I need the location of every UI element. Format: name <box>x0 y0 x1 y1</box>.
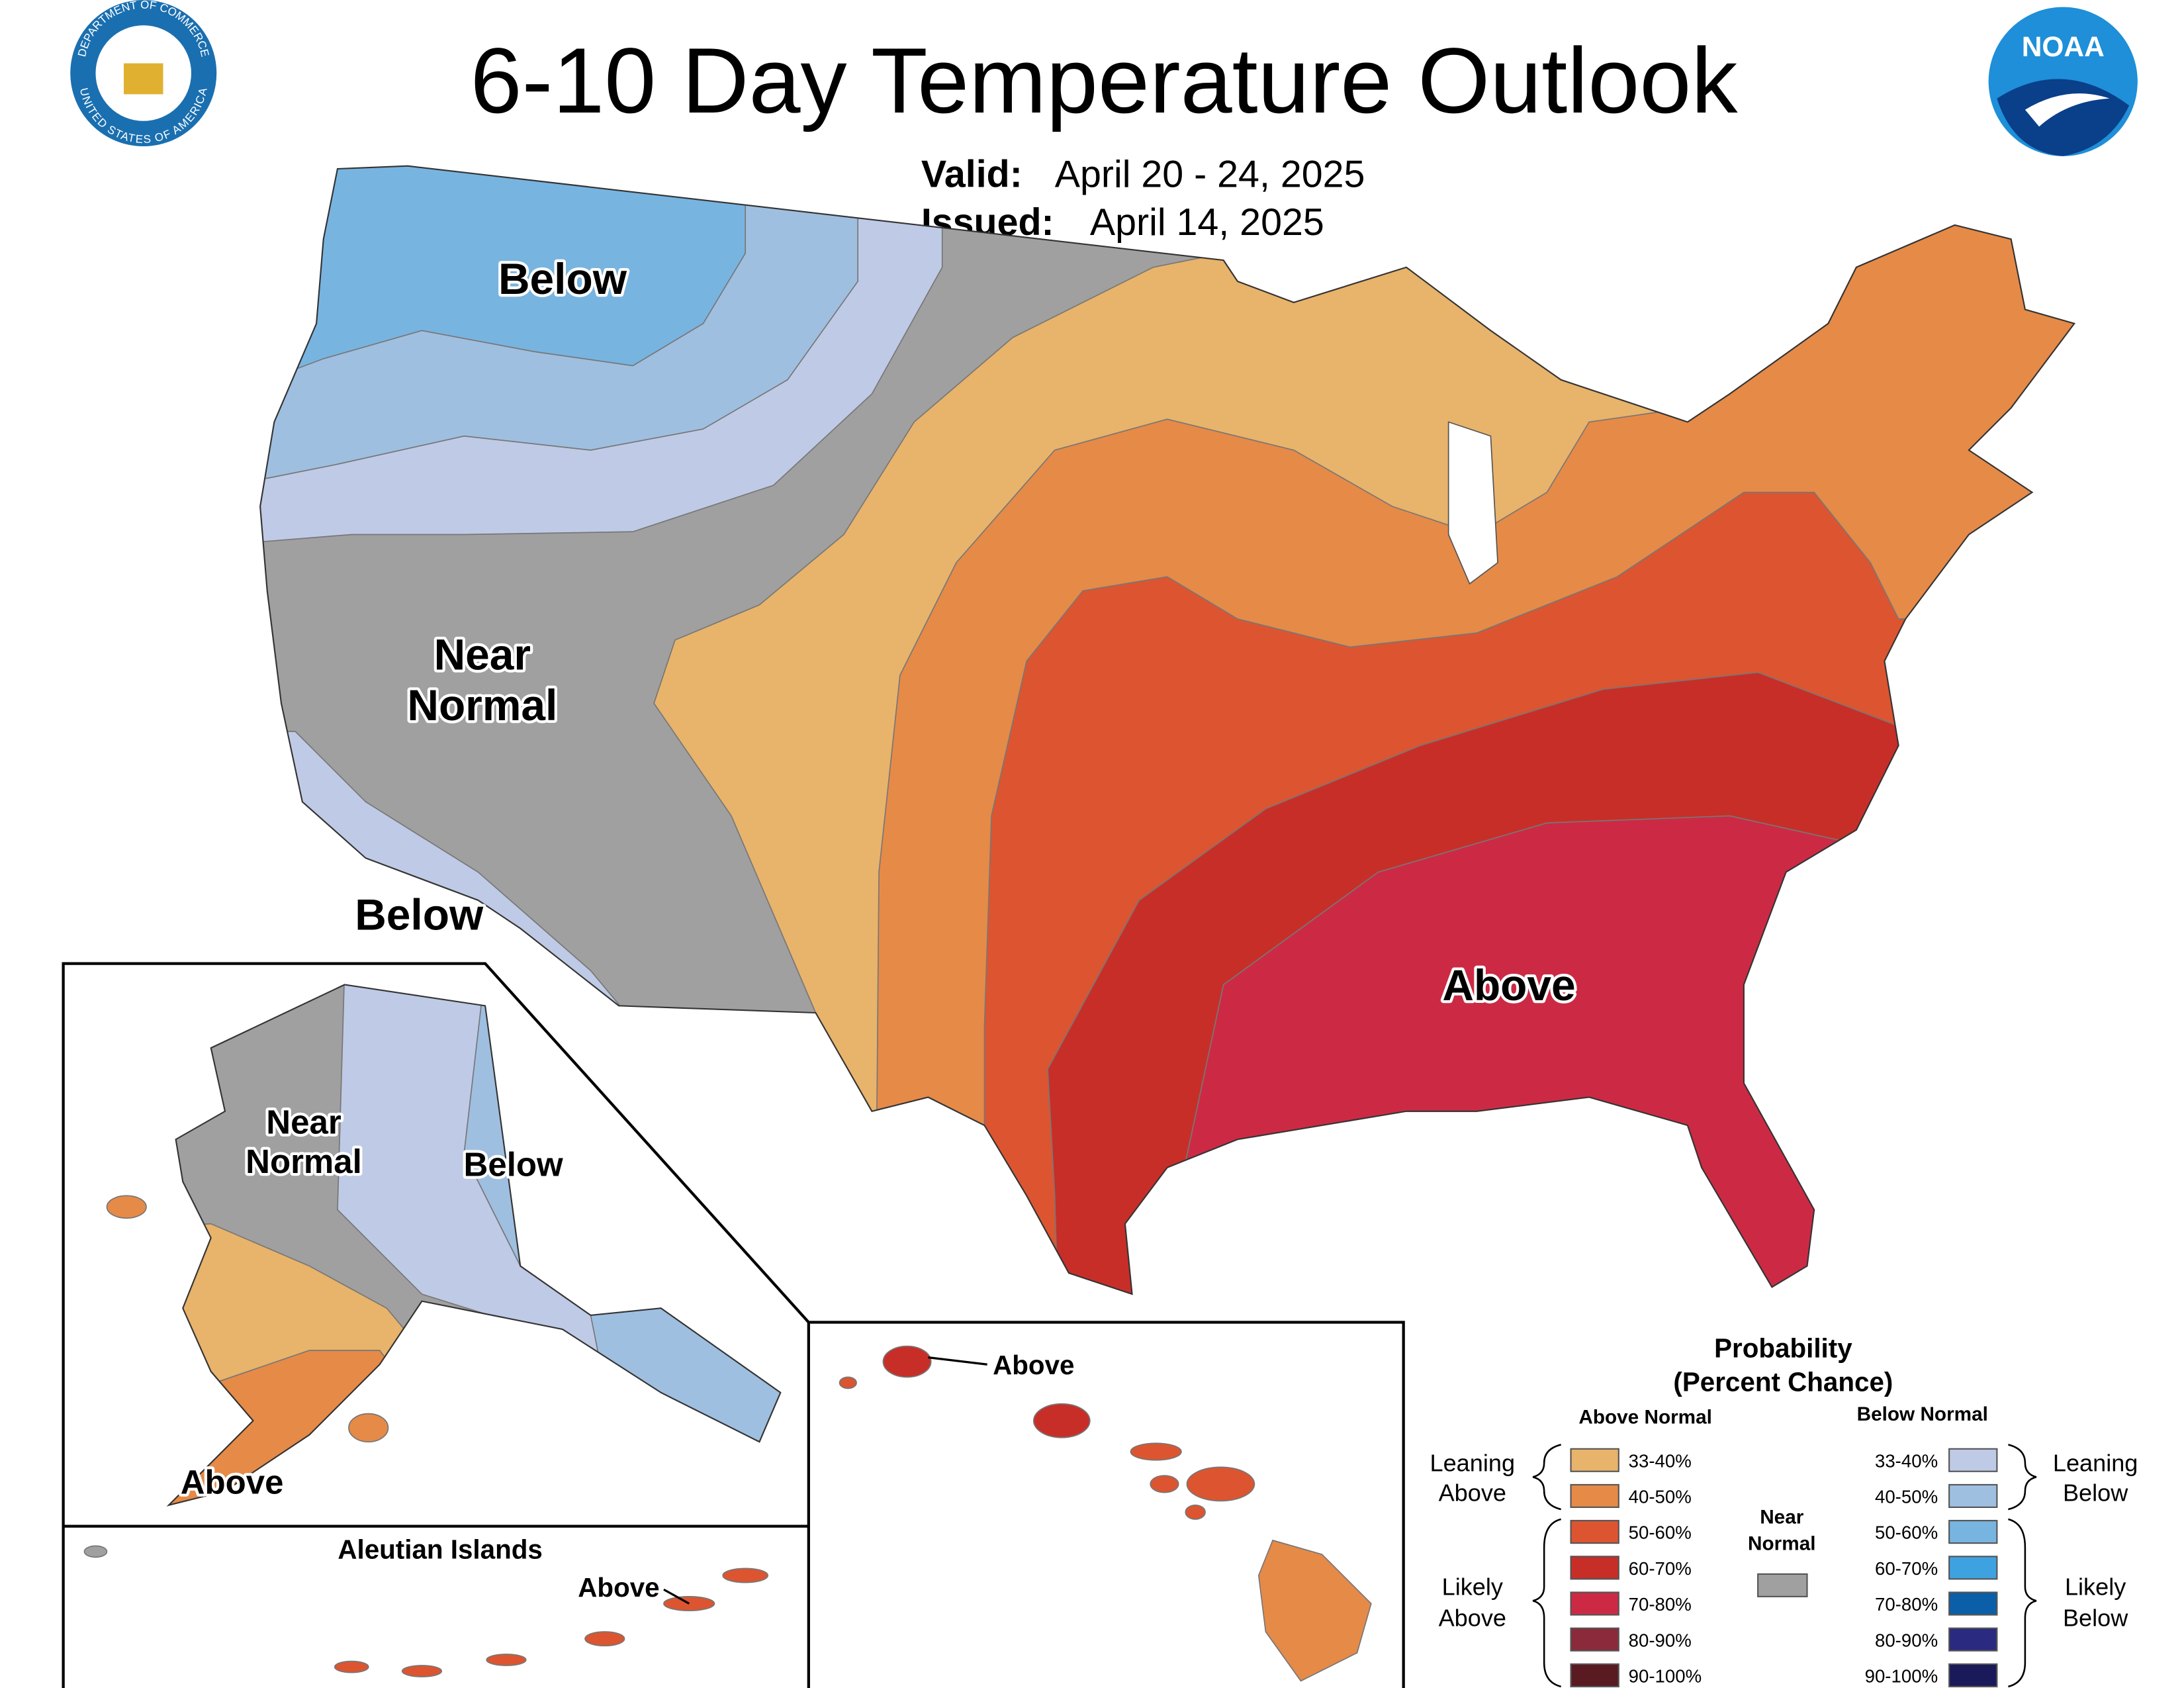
legend-group: Below <box>2063 1604 2128 1631</box>
legend-group: Leaning <box>1430 1450 1516 1477</box>
island <box>584 1631 625 1647</box>
aleutian-islands <box>83 1545 769 1677</box>
legend-swatch <box>1948 1591 1998 1616</box>
legend-group: Above <box>1439 1479 1506 1506</box>
legend-label: 60-70% <box>1629 1558 1692 1579</box>
island <box>106 1195 147 1219</box>
map-label: Above <box>993 1350 1074 1380</box>
island <box>839 1376 857 1389</box>
legend-swatch <box>1948 1663 1998 1687</box>
legend-swatch <box>1570 1663 1619 1687</box>
legend-swatch <box>1570 1556 1619 1580</box>
legend-swatch <box>1948 1556 1998 1580</box>
legend-label: 80-90% <box>1629 1630 1692 1650</box>
legend-swatch <box>1948 1483 1998 1508</box>
conus-outline <box>259 165 2076 1295</box>
legend-label: 90-100% <box>1629 1665 1702 1686</box>
title: 6-10 Day Temperature Outlook <box>471 28 1739 132</box>
valid-label: Valid: <box>921 154 1023 196</box>
map-label: Normal <box>407 680 557 729</box>
legend-label: 50-60% <box>1629 1523 1692 1543</box>
map-label: Near <box>266 1103 341 1141</box>
island <box>722 1568 769 1583</box>
legend-label: 60-70% <box>1875 1558 1938 1579</box>
legend-label: 40-50% <box>1629 1487 1692 1507</box>
issued-date: April 14, 2025 <box>1090 201 1324 244</box>
alaska <box>168 984 781 1505</box>
seal-shield <box>123 63 163 95</box>
map-label: Below <box>464 1145 563 1183</box>
legend-label: 33-40% <box>1875 1450 1938 1471</box>
legend-swatch <box>1948 1627 1998 1652</box>
hawaii <box>839 1345 1372 1682</box>
legend-label: 70-80% <box>1629 1594 1692 1615</box>
legend-group: Likely <box>2065 1573 2126 1601</box>
legend-label: 33-40% <box>1629 1450 1692 1471</box>
map-label: Above <box>1442 961 1575 1009</box>
island <box>401 1665 443 1677</box>
region <box>337 984 781 1505</box>
legend-swatch <box>1757 1573 1808 1597</box>
legend-group: Leaning <box>2053 1450 2138 1477</box>
region <box>463 984 781 1505</box>
island <box>1185 1504 1206 1520</box>
island <box>1150 1475 1179 1493</box>
legend-group: Above <box>1439 1604 1506 1631</box>
legend-header: Below Normal <box>1857 1403 1988 1425</box>
legend: Probability (Percent Chance) Above Norma… <box>1430 1333 2138 1688</box>
alaska-outline <box>166 984 782 1507</box>
legend-title: Probability <box>1714 1333 1852 1364</box>
legend-label: 80-90% <box>1875 1630 1938 1650</box>
legend-swatch <box>1570 1627 1619 1652</box>
noaa-logo: NOAA <box>1988 7 2138 156</box>
inset-frame <box>62 962 1405 1688</box>
map-label: Above <box>181 1464 284 1501</box>
legend-group: Below <box>2063 1479 2128 1506</box>
legend-swatch <box>1570 1520 1619 1544</box>
legend-label: 90-100% <box>1865 1665 1938 1686</box>
island <box>486 1654 527 1666</box>
legend-swatch <box>1570 1483 1619 1508</box>
legend-title: (Percent Chance) <box>1673 1367 1893 1397</box>
island <box>1257 1539 1372 1682</box>
valid-date: April 20 - 24, 2025 <box>1055 154 1365 196</box>
noaa-text: NOAA <box>2022 32 2105 63</box>
legend-brace <box>1532 1444 1562 1688</box>
map-label: Near <box>434 630 531 679</box>
legend-brace <box>2008 1444 2037 1688</box>
island <box>334 1660 369 1673</box>
island <box>1032 1403 1091 1438</box>
island <box>1130 1442 1182 1461</box>
legend-near: Near <box>1760 1506 1804 1528</box>
inset-title: Aleutian Islands <box>338 1534 542 1564</box>
legend-label: 50-60% <box>1875 1523 1938 1543</box>
island <box>83 1545 108 1558</box>
legend-swatch <box>1948 1448 1998 1472</box>
leader-line <box>663 1588 690 1605</box>
legend-label: 70-80% <box>1875 1594 1938 1615</box>
legend-group: Likely <box>1442 1573 1503 1601</box>
island <box>348 1413 389 1442</box>
legend-label: 40-50% <box>1875 1487 1938 1507</box>
lake-michigan <box>1447 421 1498 585</box>
commerce-seal: DEPARTMENT OF COMMERCE UNITED STATES OF … <box>70 0 217 146</box>
noaa-bird <box>2025 93 2110 127</box>
map-label: Below <box>498 254 627 303</box>
island <box>882 1345 932 1378</box>
island <box>1186 1466 1255 1502</box>
legend-swatch <box>1948 1520 1998 1544</box>
legend-near: Normal <box>1748 1533 1815 1555</box>
leader-line <box>928 1356 987 1366</box>
legend-swatch <box>1570 1591 1619 1616</box>
map-label: Normal <box>246 1143 362 1180</box>
map-label: Above <box>578 1572 659 1603</box>
legend-swatch <box>1570 1448 1619 1472</box>
map-label: Below <box>355 890 484 939</box>
legend-header: Above Normal <box>1578 1406 1712 1428</box>
